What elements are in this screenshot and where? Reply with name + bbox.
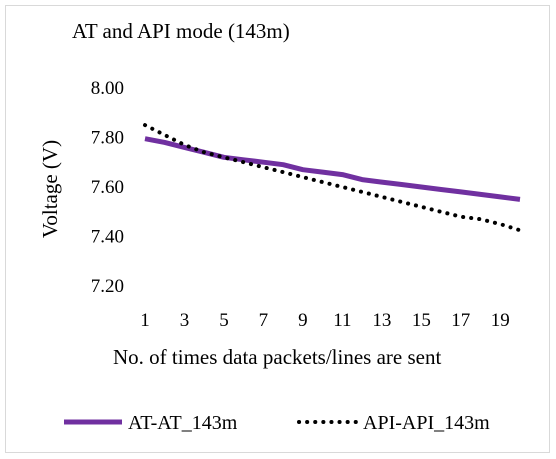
y-tick-label: 7.80 [91,128,124,149]
y-axis-title: Voltage (V) [38,140,62,238]
x-tick-label: 7 [259,310,269,331]
legend: AT-AT_143m API-API_143m [64,412,490,434]
x-tick-label: 11 [333,310,351,331]
series-line-api-api [143,123,522,233]
x-axis-ticks: 1 3 5 7 9 11 13 15 17 19 [140,310,510,331]
legend-label-api-api: API-API_143m [363,412,490,434]
x-tick-label: 13 [372,310,391,331]
x-tick-label: 15 [412,310,431,331]
chart-title: AT and API mode (143m) [72,19,290,43]
y-tick-label: 7.60 [91,177,124,198]
y-tick-label: 7.20 [91,276,124,297]
y-tick-label: 7.40 [91,227,124,248]
x-tick-label: 9 [298,310,308,331]
y-tick-label: 8.00 [91,78,124,99]
x-axis-title: No. of times data packets/lines are sent [113,345,441,369]
x-tick-label: 19 [491,310,510,331]
x-tick-label: 5 [219,310,229,331]
series-line-at-at [144,136,521,202]
series-lines [143,123,522,233]
x-tick-label: 3 [180,310,190,331]
x-tick-label: 17 [451,310,470,331]
x-tick-label: 1 [140,310,150,331]
y-axis-ticks: 7.20 7.40 7.60 7.80 8.00 [91,78,124,297]
chart-frame [5,5,550,453]
legend-label-at-at: AT-AT_143m [128,412,238,434]
